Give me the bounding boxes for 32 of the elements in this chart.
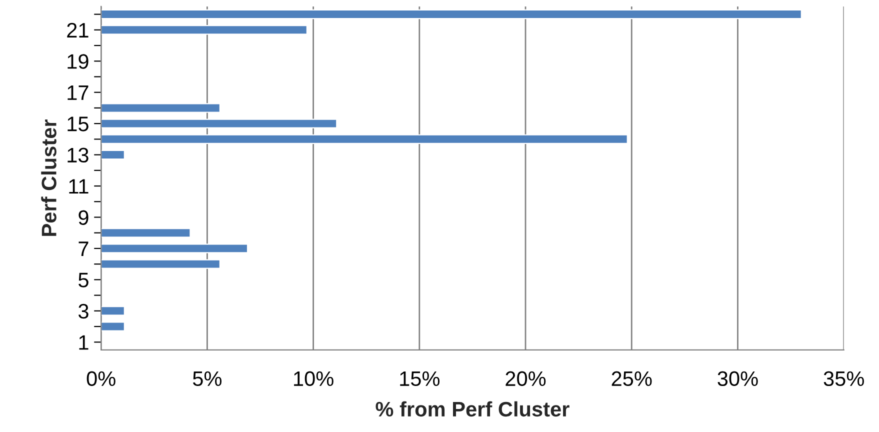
x-tick-label: 30% (718, 371, 758, 386)
bar (101, 25, 308, 35)
y-tick-label: 5 (78, 272, 88, 288)
bar (101, 150, 125, 160)
x-tick-label: 25% (612, 371, 652, 386)
y-tick-label: 21 (67, 22, 88, 38)
y-tick-label: 19 (68, 54, 88, 69)
bar (101, 103, 220, 113)
bar (101, 134, 628, 144)
y-tick-label: 17 (68, 86, 88, 100)
y-tick-label: 9 (78, 210, 88, 225)
bar (101, 244, 248, 254)
bar (101, 322, 125, 332)
bar (101, 118, 338, 128)
x-tick-label: 35% (824, 371, 864, 386)
x-tick-label: 0% (86, 371, 116, 386)
bar (101, 259, 220, 269)
y-tick-label: 3 (78, 304, 88, 319)
x-tick-label: 10% (294, 371, 334, 386)
bar (101, 9, 802, 20)
y-tick-label: 11 (69, 179, 88, 194)
bar (101, 306, 125, 316)
y-axis-title: Perf Cluster (41, 119, 56, 236)
x-tick-label: 20% (506, 371, 546, 386)
x-axis-title: % from Perf Cluster (376, 401, 570, 417)
x-tick-label: 15% (400, 371, 440, 386)
y-tick-label: 15 (68, 116, 88, 132)
y-tick-label: 1 (79, 335, 88, 350)
y-tick-label: 7 (78, 242, 88, 256)
bar (101, 228, 191, 238)
y-tick-label: 13 (68, 148, 88, 163)
x-tick-label: 5% (192, 371, 222, 386)
